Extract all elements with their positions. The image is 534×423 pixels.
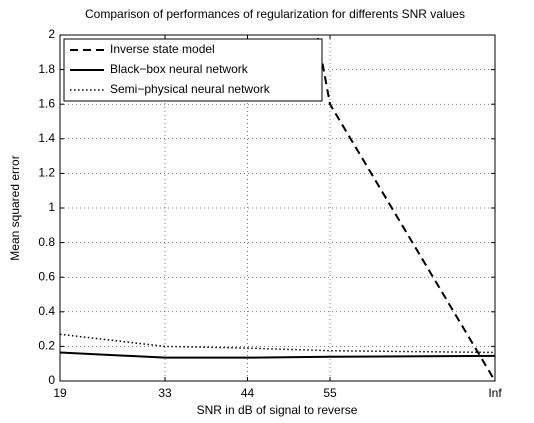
series-line <box>60 333 495 354</box>
legend-label: Semi−physical neural network <box>110 82 271 96</box>
x-tick-label: 19 <box>53 386 67 400</box>
x-tick-label: 44 <box>241 386 255 400</box>
y-tick-label: 1.2 <box>38 166 55 180</box>
y-axis-label: Mean squared error <box>8 155 22 260</box>
y-tick-label: 0.4 <box>38 304 55 318</box>
y-tick-label: 1.6 <box>38 96 55 110</box>
y-tick-label: 0 <box>48 373 55 387</box>
y-tick-label: 0.6 <box>38 269 55 283</box>
y-tick-label: 1.8 <box>38 62 55 76</box>
series-line <box>316 35 495 381</box>
x-tick-label: 55 <box>323 386 337 400</box>
legend-box <box>63 38 323 102</box>
legend-label: Black−box neural network <box>110 62 249 76</box>
x-axis-label: SNR in dB of signal to reverse <box>197 403 358 417</box>
plot-frame <box>59 34 496 382</box>
series-line <box>60 351 495 359</box>
y-tick-label: 1 <box>48 200 55 214</box>
x-tick-label: 33 <box>158 386 172 400</box>
legend-label: Inverse state model <box>110 42 215 56</box>
y-tick-label: 0.8 <box>38 235 55 249</box>
y-tick-label: 2 <box>48 27 55 41</box>
x-tick-label: Inf <box>488 386 502 400</box>
chart-title: Comparison of performances of regulariza… <box>85 7 465 21</box>
y-tick-label: 0.2 <box>38 339 55 353</box>
y-tick-label: 1.4 <box>38 131 55 145</box>
